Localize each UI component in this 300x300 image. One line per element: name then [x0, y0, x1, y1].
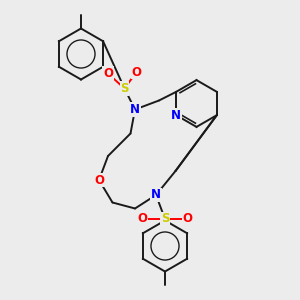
Text: O: O — [182, 212, 193, 226]
Text: S: S — [161, 212, 169, 226]
Text: O: O — [137, 212, 148, 226]
Text: N: N — [130, 103, 140, 116]
Text: N: N — [171, 109, 181, 122]
Text: N: N — [151, 188, 161, 202]
Text: S: S — [120, 82, 129, 95]
Text: O: O — [94, 173, 104, 187]
Text: O: O — [103, 67, 113, 80]
Text: O: O — [131, 65, 142, 79]
